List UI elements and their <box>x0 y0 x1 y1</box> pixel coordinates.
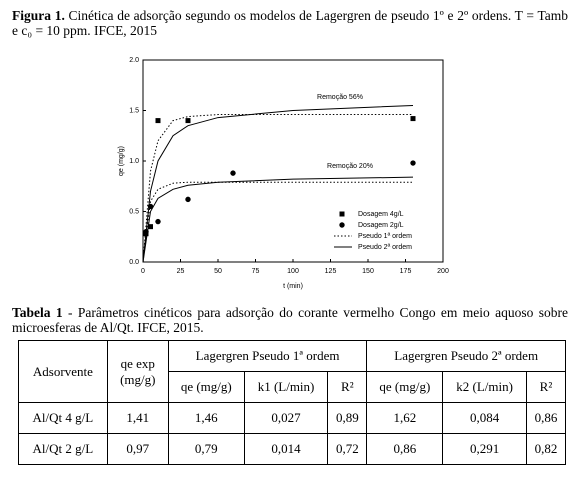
marker <box>410 160 416 166</box>
cell: k2 (L/min) <box>442 371 527 403</box>
row: Al/Qt 4 g/L 1,41 1,46 0,027 0,89 1,62 0,084 0,8… <box>18 402 567 434</box>
legend-label: Dosagem 4g/L <box>358 211 404 218</box>
header-cell: qe exp (mg/g) <box>106 340 169 403</box>
marker <box>410 116 416 122</box>
cell: R² <box>525 371 567 403</box>
table-caption-text: - Parâmetros cinéticos para adsorção do … <box>12 305 569 335</box>
x-tick-label: 150 <box>362 268 374 275</box>
x-axis-label: t (min) <box>283 283 303 290</box>
cell: qe (mg/g) <box>167 371 245 403</box>
legend-label: Pseudo 2ª ordem <box>358 244 412 251</box>
legend-marker <box>339 222 345 228</box>
marker <box>155 118 161 124</box>
cell: 0,97 <box>106 433 169 465</box>
x-tick-label: 100 <box>287 268 299 275</box>
x-tick-label: 50 <box>214 268 222 275</box>
caption-label: Figura 1. <box>12 8 65 23</box>
cell: 0,014 <box>243 433 329 465</box>
marker <box>230 170 236 176</box>
annotation: Remoção 56% <box>317 94 363 101</box>
plot-frame <box>142 59 444 263</box>
x-tick-label: 125 <box>325 268 337 275</box>
x-tick-label: 200 <box>437 268 449 275</box>
annotation: Remoção 20% <box>327 163 373 170</box>
cell: 0,89 <box>327 402 368 434</box>
x-tick-label: 75 <box>252 268 260 275</box>
cell: 1,62 <box>366 402 444 434</box>
chart: 0 25 50 75 100 125 150 175 200 0.0 0.5 1.0 1.5 2.0 t (… <box>118 57 449 290</box>
curve <box>142 114 413 263</box>
legend-marker <box>339 211 345 217</box>
header-cell: Lagergren Pseudo 2ª ordem <box>366 340 566 372</box>
x-tick-label: 175 <box>400 268 412 275</box>
cell: 0,027 <box>243 402 329 434</box>
y-axis-label: qe (mg/g) <box>118 146 125 176</box>
marker <box>155 218 161 225</box>
marker <box>185 118 191 124</box>
header-cell: Lagergren Pseudo 1ª ordem <box>167 340 368 372</box>
caption-text: Cinética de adsorção segundo os modelos … <box>12 8 568 38</box>
cell: 0,72 <box>327 433 368 465</box>
header-cell: Adsorvente <box>18 340 108 403</box>
x-tick-label: 0 <box>141 268 145 275</box>
curve <box>142 181 413 263</box>
legend-label: Pseudo 1ª ordem <box>358 233 412 240</box>
y-tick-label: 1.0 <box>129 158 139 165</box>
cell: 0,86 <box>525 402 567 434</box>
cell: 1,41 <box>106 402 169 434</box>
table-caption-label: Tabela 1 <box>12 305 63 320</box>
row: Al/Qt 2 g/L 0,97 0,79 0,014 0,72 0,86 0,291 0,8… <box>18 433 567 465</box>
x-tick-label: 25 <box>177 268 185 275</box>
y-tick-label: 0.0 <box>129 259 139 266</box>
cell: Al/Qt 4 g/L <box>18 402 108 434</box>
cell: R² <box>327 371 368 403</box>
cell: 0,084 <box>442 402 527 434</box>
curve <box>142 176 414 263</box>
cell: 0,291 <box>442 433 527 465</box>
y-tick-label: 1.5 <box>129 107 139 114</box>
table-caption: Tabela 1 - Parâmetros cinéticos para ads… <box>12 305 568 335</box>
cell: Al/Qt 2 g/L <box>18 433 108 465</box>
cell: 0,82 <box>525 433 567 465</box>
cell: k1 (L/min) <box>243 371 329 403</box>
cell: 0,86 <box>366 433 444 465</box>
cell: 1,46 <box>167 402 245 434</box>
cell: 0,79 <box>167 433 245 465</box>
cell: qe (mg/g) <box>366 371 444 403</box>
marker <box>185 196 191 203</box>
figure-caption: Figura 1. Cinética de adsorção segundo o… <box>12 8 568 38</box>
legend-label: Dosagem 2g/L <box>358 222 404 229</box>
y-tick-label: 0.5 <box>129 208 139 215</box>
table: Adsorvente qe exp (mg/g) Lagergren Pseudo … <box>18 340 567 465</box>
marker <box>148 224 153 230</box>
curve <box>142 104 414 263</box>
y-tick-label: 2.0 <box>129 57 139 64</box>
